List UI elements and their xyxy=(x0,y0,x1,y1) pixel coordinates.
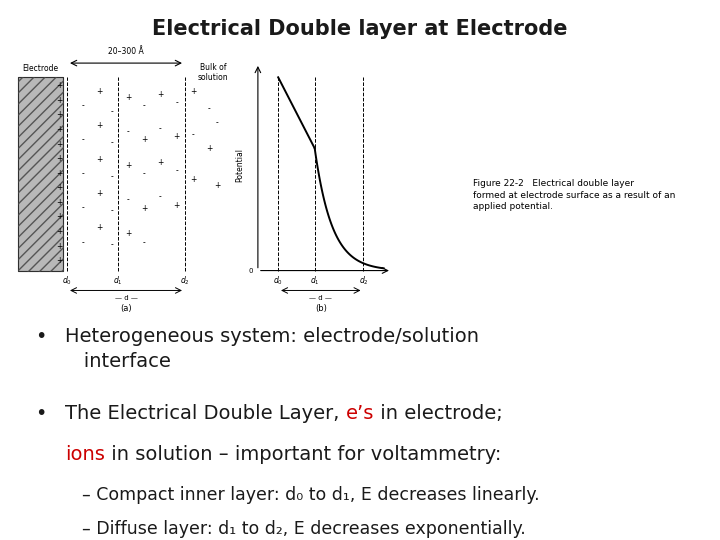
Text: -: - xyxy=(82,136,85,144)
Text: Electrode: Electrode xyxy=(23,64,59,73)
Text: $d_2$: $d_2$ xyxy=(359,274,368,287)
Text: +: + xyxy=(214,181,220,190)
Text: +: + xyxy=(96,224,103,232)
Text: -: - xyxy=(110,107,113,116)
Text: +: + xyxy=(157,90,163,99)
Text: +: + xyxy=(96,121,103,130)
Text: -: - xyxy=(159,192,162,201)
Text: (b): (b) xyxy=(315,305,327,313)
Text: +: + xyxy=(96,87,103,96)
Text: +: + xyxy=(56,82,62,90)
Bar xyxy=(19,77,63,271)
Text: +: + xyxy=(56,140,62,149)
Text: +: + xyxy=(56,154,62,163)
Text: -: - xyxy=(143,101,145,110)
Text: $d_0$: $d_0$ xyxy=(273,274,283,287)
Text: +: + xyxy=(125,229,131,238)
Text: – Compact inner layer: d₀ to d₁, E decreases linearly.: – Compact inner layer: d₀ to d₁, E decre… xyxy=(82,485,540,504)
Text: $d_1$: $d_1$ xyxy=(113,274,122,287)
Text: Figure 22-2   Electrical double layer
formed at electrode surface as a result of: Figure 22-2 Electrical double layer form… xyxy=(473,179,675,211)
Text: -: - xyxy=(127,127,130,136)
Text: $d_0$: $d_0$ xyxy=(62,274,72,287)
Text: +: + xyxy=(190,87,196,96)
Text: The Electrical Double Layer,: The Electrical Double Layer, xyxy=(65,404,346,423)
Text: -: - xyxy=(192,130,194,139)
Text: -: - xyxy=(143,170,145,178)
Text: -: - xyxy=(110,172,113,181)
Text: +: + xyxy=(190,175,196,184)
Text: — d —: — d — xyxy=(310,294,332,301)
Text: +: + xyxy=(96,190,103,198)
Text: +: + xyxy=(125,93,131,102)
Text: -: - xyxy=(176,167,178,176)
Text: •: • xyxy=(35,327,46,346)
Text: 0: 0 xyxy=(248,267,253,274)
Text: Potential: Potential xyxy=(235,148,244,183)
Text: -: - xyxy=(82,170,85,178)
Text: +: + xyxy=(56,168,62,178)
Text: +: + xyxy=(56,125,62,134)
Text: +: + xyxy=(96,155,103,164)
Text: +: + xyxy=(125,161,131,170)
Text: -: - xyxy=(110,206,113,215)
Text: -: - xyxy=(82,238,85,247)
Text: in solution – important for voltammetry:: in solution – important for voltammetry: xyxy=(105,445,501,464)
Text: +: + xyxy=(56,96,62,105)
Text: +: + xyxy=(56,227,62,236)
Text: +: + xyxy=(56,241,62,251)
Text: -: - xyxy=(110,138,113,147)
Text: +: + xyxy=(56,111,62,119)
Text: +: + xyxy=(56,198,62,207)
Text: — d —: — d — xyxy=(114,294,138,301)
Text: 20–300 Å: 20–300 Å xyxy=(108,47,144,56)
Text: +: + xyxy=(56,183,62,192)
Text: +: + xyxy=(56,256,62,265)
Text: +: + xyxy=(141,136,148,144)
Text: (a): (a) xyxy=(120,305,132,313)
Text: -: - xyxy=(216,118,219,127)
Text: +: + xyxy=(157,158,163,167)
Text: Heterogeneous system: electrode/solution
   interface: Heterogeneous system: electrode/solution… xyxy=(65,327,480,371)
Text: Electrical Double layer at Electrode: Electrical Double layer at Electrode xyxy=(152,19,568,39)
Text: $d_2$: $d_2$ xyxy=(180,274,189,287)
Text: Bulk of
solution: Bulk of solution xyxy=(198,63,228,83)
Text: -: - xyxy=(143,238,145,247)
Text: -: - xyxy=(176,98,178,107)
Bar xyxy=(19,77,63,271)
Text: +: + xyxy=(174,132,180,141)
Text: -: - xyxy=(159,124,162,133)
Text: – Diffuse layer: d₁ to d₂, E decreases exponentially.: – Diffuse layer: d₁ to d₂, E decreases e… xyxy=(82,519,526,538)
Text: +: + xyxy=(174,201,180,210)
Text: $d_1$: $d_1$ xyxy=(310,274,320,287)
Text: ions: ions xyxy=(65,445,105,464)
Text: +: + xyxy=(56,212,62,221)
Text: e’s: e’s xyxy=(346,404,374,423)
Text: +: + xyxy=(141,204,148,213)
Text: in electrode;: in electrode; xyxy=(374,404,503,423)
Text: •: • xyxy=(35,404,46,423)
Text: -: - xyxy=(82,204,85,213)
Text: -: - xyxy=(110,240,113,249)
Text: -: - xyxy=(127,195,130,204)
Text: -: - xyxy=(82,101,85,110)
Text: +: + xyxy=(206,144,212,153)
Text: -: - xyxy=(208,104,210,113)
